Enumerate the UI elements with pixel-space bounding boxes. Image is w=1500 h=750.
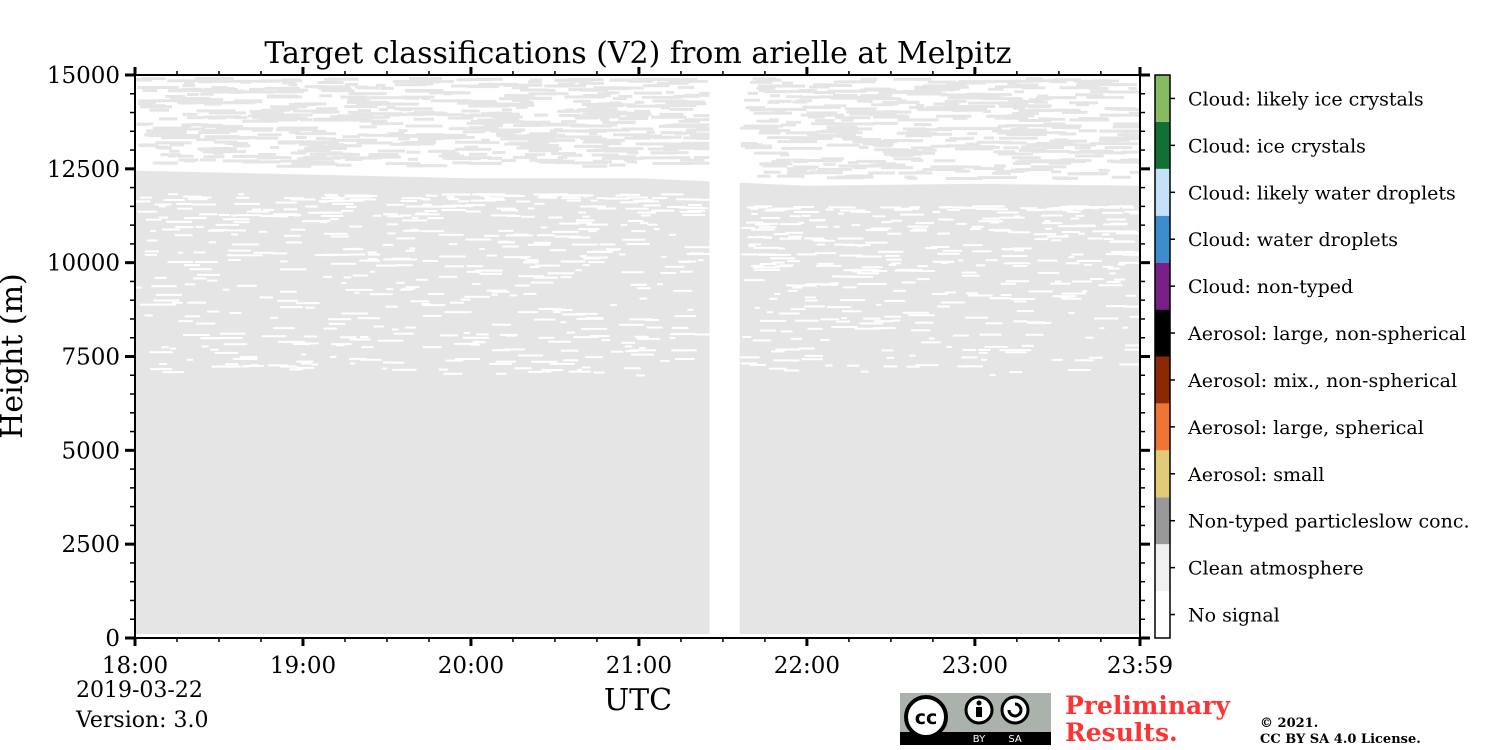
svg-text:cc: cc — [915, 707, 938, 729]
x-tick-label: 21:00 — [606, 653, 672, 679]
y-tick-label: 15000 — [47, 63, 120, 89]
legend-label: Cloud: ice crystals — [1188, 135, 1366, 157]
version-label: Version: 3.0 — [76, 708, 209, 733]
legend-label: Aerosol: large, spherical — [1187, 417, 1424, 439]
x-tick-label: 22:00 — [774, 653, 840, 679]
x-tick-label: 19:00 — [270, 653, 336, 679]
y-tick-label: 0 — [105, 626, 120, 652]
preliminary-notice: Preliminary Results. — [1065, 692, 1230, 746]
plot-area — [135, 77, 1140, 634]
date-label: 2019-03-22 — [76, 678, 203, 703]
clean-atmosphere-speckle — [135, 77, 710, 377]
clean-atmosphere-region — [739, 182, 1140, 634]
y-tick-label: 10000 — [47, 251, 120, 277]
legend-label: Non-typed particleslow conc. — [1188, 511, 1470, 533]
colorbar-frame — [1154, 74, 1171, 639]
clean-atmosphere-speckle — [740, 77, 1140, 377]
legend-swatch — [1155, 168, 1170, 216]
legend-swatch — [1155, 121, 1170, 169]
legend-label: Aerosol: large, non-spherical — [1187, 323, 1466, 345]
x-axis-label: UTC — [604, 683, 672, 718]
chart-title: Target classifications (V2) from arielle… — [264, 36, 1011, 71]
x-tick-label: 18:00 — [102, 653, 168, 679]
copyright-line-2: CC BY SA 4.0 License. — [1260, 732, 1421, 747]
legend-swatch — [1155, 309, 1170, 357]
y-tick-label: 7500 — [61, 345, 120, 371]
copyright-notice: © 2021. CC BY SA 4.0 License. — [1260, 716, 1421, 748]
y-axis-label: Height (m) — [0, 273, 30, 438]
legend-label: Aerosol: mix., non-spherical — [1187, 370, 1457, 392]
legend-swatch — [1155, 215, 1170, 263]
preliminary-line-2: Results. — [1065, 718, 1178, 747]
clean-atmosphere-region — [135, 170, 710, 634]
legend-swatch — [1155, 591, 1170, 638]
y-tick-label: 12500 — [47, 157, 120, 183]
legend-label: Clean atmosphere — [1188, 558, 1364, 580]
x-axis: 18:00 19:00 20:00 21:00 22:00 23:00 23:59 — [102, 67, 1173, 679]
x-tick-label: 23:59 — [1107, 653, 1173, 679]
y-axis: 0 2500 5000 7500 10000 12500 15000 — [47, 63, 1150, 652]
legend-label: No signal — [1188, 605, 1280, 627]
legend-swatch — [1155, 497, 1170, 545]
legend-swatch — [1155, 356, 1170, 404]
legend-label: Aerosol: small — [1187, 464, 1324, 486]
colorbar-legend: No signal Clean atmosphere Non-typed parti… — [1154, 74, 1470, 639]
cc-by-text: BY — [973, 734, 986, 745]
legend-swatch — [1155, 544, 1170, 592]
legend-swatch — [1155, 262, 1170, 310]
legend-swatch — [1155, 450, 1170, 498]
cc-by-sa-badge: cc BY SA — [900, 693, 1051, 745]
x-tick-label: 20:00 — [438, 653, 504, 679]
legend-label: Cloud: water droplets — [1188, 229, 1398, 251]
cc-sa-text: SA — [1008, 734, 1022, 745]
cc-icon — [904, 695, 948, 739]
y-tick-label: 5000 — [61, 438, 120, 464]
legend-swatch — [1155, 403, 1170, 451]
sa-icon — [1000, 695, 1030, 725]
legend-label: Cloud: likely water droplets — [1188, 182, 1456, 204]
copyright-line-1: © 2021. — [1260, 716, 1319, 731]
legend-swatch — [1155, 75, 1170, 122]
x-tick-label: 23:00 — [942, 653, 1008, 679]
legend-label: Cloud: likely ice crystals — [1188, 88, 1424, 110]
y-tick-label: 2500 — [61, 532, 120, 558]
legend-label: Cloud: non-typed — [1188, 276, 1353, 298]
preliminary-line-1: Preliminary — [1065, 691, 1230, 720]
